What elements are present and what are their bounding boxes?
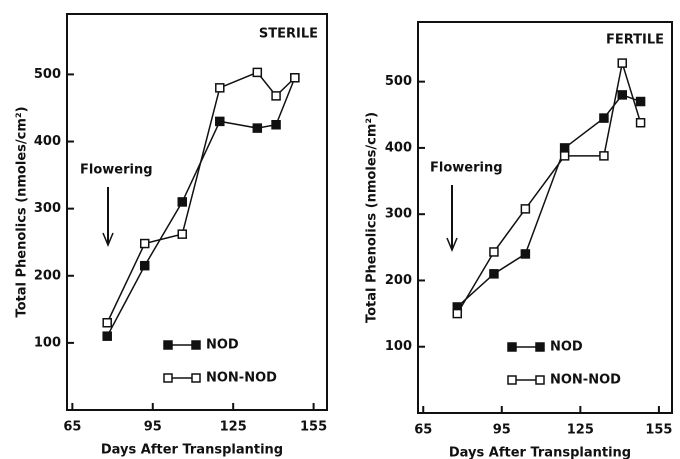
y-axis-label: Total Phenolics (nmoles/cm²)	[15, 106, 30, 317]
legend-label: NON-NOD	[550, 373, 621, 388]
y-tick-label: 200	[34, 268, 61, 283]
annotation: Flowering	[80, 163, 153, 178]
panel-title: STERILE	[259, 27, 318, 42]
legend-label: NOD	[550, 340, 583, 355]
marker	[102, 331, 112, 341]
legend-marker	[163, 373, 173, 383]
legend-marker	[191, 340, 201, 350]
marker	[252, 123, 263, 133]
y-tick-label: 500	[385, 74, 412, 89]
arrow-head	[446, 237, 458, 252]
legend-marker	[535, 342, 545, 352]
marker	[215, 83, 225, 93]
x-tick-label: 155	[645, 423, 672, 438]
marker	[215, 116, 225, 127]
marker	[599, 151, 609, 161]
marker	[271, 91, 281, 101]
x-axis-label: Days After Transplanting	[449, 446, 631, 459]
x-axis-label: Days After Transplanting	[101, 443, 283, 458]
marker	[617, 90, 627, 100]
panel: 100 200 300 400 500 65 95 125 155 Days After Tran…	[365, 21, 673, 459]
legend-marker	[191, 373, 201, 383]
series-line	[106, 77, 296, 337]
marker	[617, 58, 627, 68]
marker	[599, 113, 609, 123]
marker	[520, 204, 531, 214]
y-tick-label: 400	[385, 140, 412, 155]
x-tick-label: 95	[144, 420, 162, 435]
x-tick-label: 65	[63, 420, 81, 435]
x-tick-label: 95	[493, 423, 511, 438]
annotation: Flowering	[430, 161, 503, 176]
series-line	[456, 94, 641, 308]
marker	[139, 260, 150, 271]
marker	[290, 73, 300, 83]
legend-label: NON-NOD	[206, 371, 277, 386]
legend-marker	[163, 340, 173, 350]
plot-frame	[417, 21, 673, 414]
panel-title: FERTILE	[606, 33, 664, 48]
marker	[559, 143, 570, 153]
x-tick-label: 125	[567, 423, 594, 438]
legend-marker	[507, 342, 517, 352]
marker	[520, 249, 531, 259]
x-tick-label: 125	[220, 420, 247, 435]
y-tick-label: 100	[385, 339, 412, 354]
legend-marker	[507, 375, 517, 385]
marker	[452, 308, 463, 319]
legend-marker	[535, 375, 545, 385]
marker	[177, 197, 188, 207]
y-tick-label: 100	[34, 335, 61, 350]
plot-frame	[66, 13, 328, 411]
marker	[559, 151, 570, 161]
y-tick-label: 400	[34, 134, 61, 149]
marker	[252, 67, 263, 78]
x-tick-label: 65	[414, 423, 432, 438]
marker	[489, 247, 499, 257]
series-line	[106, 71, 296, 324]
marker	[271, 119, 281, 130]
marker	[489, 269, 499, 279]
marker	[635, 96, 646, 107]
marker	[102, 317, 112, 328]
y-tick-label: 300	[34, 201, 61, 216]
marker	[635, 117, 646, 128]
legend-label: NOD	[206, 338, 239, 353]
marker	[139, 238, 150, 249]
y-axis-label: Total Phenolics (nmoles/cm²)	[365, 112, 380, 323]
y-tick-label: 500	[34, 67, 61, 82]
arrow-head	[102, 232, 114, 247]
y-tick-label: 200	[385, 273, 412, 288]
panel: 100 200 300 400 500 65 95 125 155 Days After Tran…	[15, 13, 328, 458]
marker	[177, 229, 188, 239]
y-tick-label: 300	[385, 207, 412, 222]
x-tick-label: 155	[300, 420, 327, 435]
